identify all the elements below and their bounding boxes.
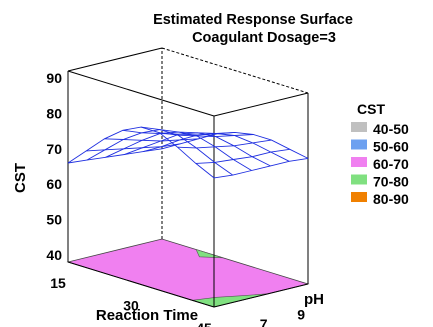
y-tick-label: 5 [222,325,230,327]
legend-label: 40-50 [373,121,409,137]
box-edge-front-bottom [67,261,215,308]
legend-label: 70-80 [373,174,409,190]
legend-label: 80-90 [373,191,409,207]
legend-swatch [351,192,367,202]
surface-line-time-22.5 [104,138,199,142]
box-edge-back-top [161,47,309,94]
x-axis-label: Reaction Time [96,307,198,324]
legend-swatch [351,122,367,132]
z-tick-label: 70 [46,141,62,157]
y-tick-label: 9 [297,307,305,323]
z-tick-label: 40 [46,247,62,263]
z-tick-label: 50 [46,212,62,228]
legend-swatch [351,174,367,185]
axis-ticks: 40 50 60 70 80 90 15 30 45 5 7 9 [46,70,305,327]
legend-title: CST [357,101,385,117]
surface-line-ph-8 [124,132,271,167]
legend-swatch [351,139,367,150]
chart-title: Estimated Response Surface [153,12,353,28]
x-tick-label: 45 [196,320,212,327]
legend-label: 50-60 [373,139,409,155]
box-edge-front-top [67,70,215,117]
surface-line-time-18.75 [86,143,181,152]
box-edge-right-bottom [213,283,309,308]
z-tick-label: 80 [46,105,62,121]
z-tick-label: 90 [46,70,62,86]
y-tick-label: 7 [260,316,268,327]
legend-label: 60-70 [373,156,409,172]
box-edge-right-top [213,92,309,117]
x-tick-label: 30 [123,298,139,314]
plot-box [67,47,309,308]
surface-line-time-41.25 [195,148,290,164]
z-axis-label: CST [12,163,29,193]
surface-line-time-30 [140,126,236,134]
surface-line-time-33.75 [159,132,254,138]
surface-line-time-45 [213,157,309,179]
y-axis-label: pH [304,291,324,308]
z-tick-label: 60 [46,176,62,192]
chart-subtitle: Coagulant Dosage=3 [192,30,336,46]
surface-line-time-37.5 [177,139,272,149]
surface-mesh [67,126,309,179]
box-edge-left-top [67,47,163,72]
legend-swatch [351,157,367,167]
surface-line-time-15 [67,148,163,164]
floor-region-70-80-back [195,249,223,259]
x-tick-label: 15 [50,275,66,291]
